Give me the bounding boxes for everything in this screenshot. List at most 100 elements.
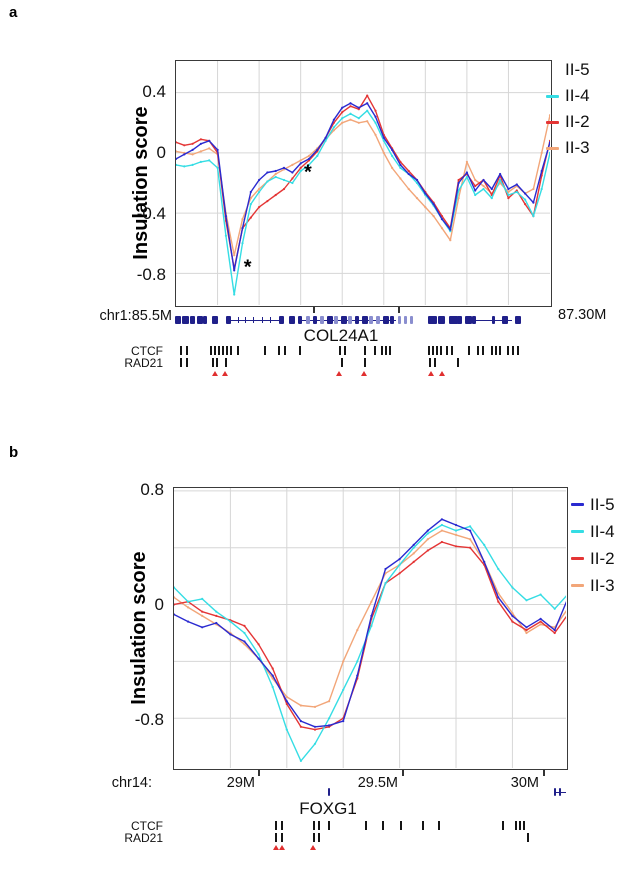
- rad21-track-label-a: RAD21: [124, 356, 163, 370]
- x-tick-label: 29M: [226, 775, 255, 791]
- binding-site-mark: [381, 821, 384, 830]
- binding-site-mark: [499, 346, 502, 355]
- gene-exon-mark: [456, 316, 462, 324]
- legend-swatch: [546, 146, 559, 150]
- svg-text:*: *: [244, 256, 252, 278]
- binding-site-mark: [446, 346, 449, 355]
- gene-exon-mark: [279, 316, 285, 324]
- binding-site-mark: [274, 821, 277, 830]
- x-tick-label: 30M: [510, 775, 539, 791]
- binding-site-mark: [185, 358, 188, 367]
- anchor-arrow-icon: [279, 845, 286, 850]
- x-axis-tick: [398, 307, 400, 313]
- gene-name-label-b: FOXG1: [299, 799, 357, 818]
- binding-site-mark: [341, 358, 344, 367]
- panel-a-letter: a: [9, 4, 18, 21]
- gene-exon-mark: [297, 316, 302, 324]
- legend-label: II-5: [590, 494, 615, 514]
- binding-site-mark: [435, 346, 438, 355]
- anchor-arrow-icon: [273, 845, 280, 850]
- rad21-track-marks-b: [173, 833, 568, 842]
- x-tick-label: 29.5M: [357, 775, 398, 791]
- legend-item: II-2: [546, 109, 590, 135]
- binding-site-mark: [431, 346, 434, 355]
- binding-site-mark: [522, 821, 525, 830]
- binding-site-mark: [179, 346, 182, 355]
- binding-site-mark: [374, 346, 377, 355]
- ctcf-track-label-b: CTCF: [131, 819, 163, 833]
- y-tick-label: 0: [156, 143, 166, 162]
- x-axis-tick: [402, 770, 404, 776]
- gene-exon-mark: [334, 316, 339, 324]
- binding-site-mark: [263, 346, 266, 355]
- gene-exon-mark: [409, 316, 413, 324]
- binding-site-mark: [209, 346, 212, 355]
- legend-item: II-5: [546, 57, 590, 83]
- y-tick-label: -0.8: [134, 710, 164, 729]
- legend-swatch: [546, 120, 559, 124]
- legend-swatch: [571, 557, 584, 560]
- gene-track-a: [175, 314, 552, 326]
- legend-label: II-4: [565, 86, 590, 105]
- ctcf-track-label-a: CTCF: [131, 344, 163, 358]
- rad21-track-marks-a: [175, 358, 552, 367]
- gene-exon-mark: [369, 316, 374, 324]
- x-axis-tick: [543, 770, 545, 776]
- gene-exon-mark: [465, 316, 473, 324]
- legend-b: II-5 II-4 II-2 II-3: [571, 491, 615, 599]
- binding-site-mark: [221, 346, 224, 355]
- gene-exon-mark: [320, 316, 325, 324]
- anchor-arrow-icon: [360, 371, 367, 376]
- gene-intron-tick: [269, 317, 271, 323]
- binding-site-mark: [526, 833, 529, 842]
- gene-exon-mark: [327, 788, 330, 796]
- binding-site-mark: [482, 346, 485, 355]
- gene-exon-mark: [397, 316, 401, 324]
- gene-exon-mark: [348, 316, 353, 324]
- binding-site-mark: [211, 358, 214, 367]
- binding-site-mark: [421, 821, 424, 830]
- gene-exon-mark: [382, 316, 389, 324]
- anchor-arrow-icon: [438, 371, 445, 376]
- binding-site-mark: [213, 346, 216, 355]
- legend-label: II-5: [565, 60, 590, 79]
- gene-exon-mark: [448, 316, 458, 324]
- legend-label: II-2: [565, 112, 590, 131]
- legend-label: II-3: [590, 575, 615, 595]
- binding-site-mark: [519, 821, 522, 830]
- gene-exon-mark: [190, 316, 196, 324]
- binding-site-mark: [364, 821, 367, 830]
- binding-site-mark: [317, 833, 320, 842]
- x-axis-right-label-a: 87.30M: [558, 307, 607, 323]
- binding-site-mark: [363, 346, 366, 355]
- legend-item: II-2: [571, 545, 615, 572]
- anchor-arrow-icon: [335, 371, 342, 376]
- gene-exon-mark: [375, 316, 380, 324]
- legend-swatch: [571, 584, 584, 587]
- legend-label: II-2: [590, 548, 615, 568]
- gene-exon-mark: [313, 316, 318, 324]
- binding-site-mark: [438, 821, 441, 830]
- gene-exon-mark: [515, 316, 522, 324]
- gene-exon-mark: [306, 316, 311, 324]
- binding-site-mark: [229, 346, 232, 355]
- gene-name-label-a: COL24A1: [303, 326, 379, 345]
- gene-exon-mark: [502, 316, 509, 324]
- binding-site-mark: [507, 346, 510, 355]
- binding-site-mark: [317, 821, 320, 830]
- gene-intron-tick: [237, 317, 239, 323]
- binding-site-mark: [363, 358, 366, 367]
- binding-site-mark: [495, 346, 498, 355]
- gene-exon-mark: [211, 316, 218, 324]
- legend-swatch: [546, 94, 559, 98]
- gene-track-b: [173, 786, 568, 798]
- binding-site-mark: [428, 358, 431, 367]
- gene-exon-mark: [202, 316, 207, 324]
- binding-site-mark: [512, 346, 515, 355]
- gene-exon-mark: [389, 316, 394, 324]
- gene-exon-mark: [341, 316, 348, 324]
- line-chart-a: **: [176, 61, 550, 305]
- binding-site-mark: [284, 346, 287, 355]
- binding-site-mark: [327, 821, 330, 830]
- binding-site-mark: [299, 346, 302, 355]
